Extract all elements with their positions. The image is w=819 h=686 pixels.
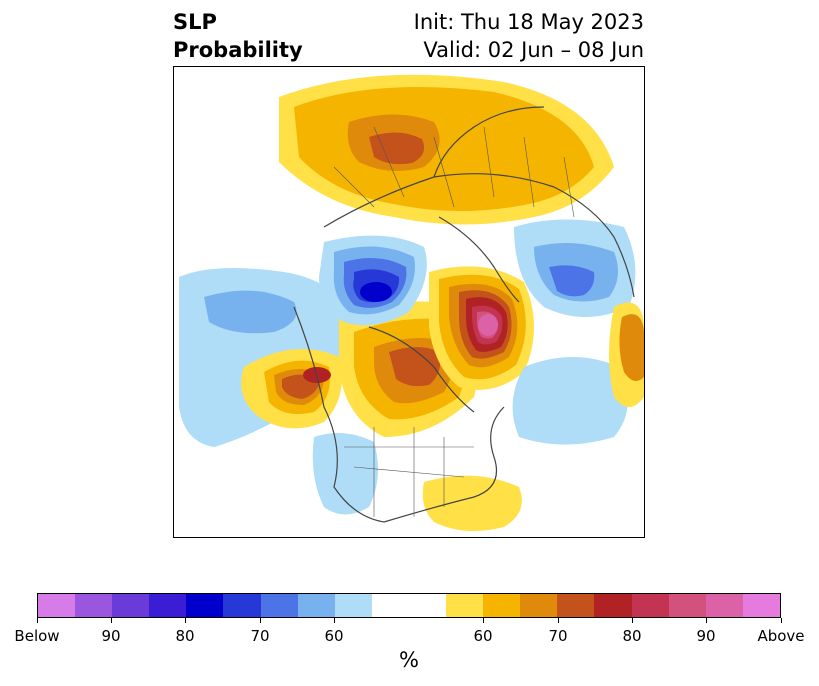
political-borders xyxy=(333,126,575,517)
colorbar-segment xyxy=(705,594,743,617)
anomaly-siberia-above xyxy=(279,74,614,225)
map-canvas xyxy=(174,67,644,537)
colorbar-segment xyxy=(260,594,298,617)
colorbar-segment xyxy=(668,594,706,617)
colorbar-tick-label: 70 xyxy=(250,627,270,645)
colorbar-segment xyxy=(483,594,521,617)
colorbar-tick-label: Below xyxy=(14,627,60,645)
anomaly-east-asia-below xyxy=(514,219,636,317)
colorbar-tick-label: 70 xyxy=(548,627,568,645)
anomaly-northeast-pacific-above xyxy=(241,349,342,429)
colorbar-segment xyxy=(38,594,76,617)
colorbar-tick-mark xyxy=(260,618,261,623)
anomaly-west-pacific-above xyxy=(609,302,644,407)
colorbar-segment xyxy=(408,594,447,617)
colorbar-tick-mark xyxy=(185,618,186,623)
colorbar xyxy=(37,593,781,618)
anomaly-southeast-us-above xyxy=(422,475,522,531)
colorbar-unit: % xyxy=(399,648,419,672)
colorbar-segment xyxy=(297,594,335,617)
date-info: Init: Thu 18 May 2023 Valid: 02 Jun – 08… xyxy=(414,8,644,64)
anomaly-barents-below xyxy=(319,235,427,326)
colorbar-tick-mark xyxy=(706,618,707,623)
colorbar-tick-label: 80 xyxy=(622,627,642,645)
colorbar-tick-label: Above xyxy=(757,627,805,645)
colorbar-segment xyxy=(112,594,150,617)
colorbar-tick-label: 90 xyxy=(696,627,716,645)
anomaly-baffin-greenland-above xyxy=(429,266,534,390)
colorbar-tick-label: 60 xyxy=(324,627,344,645)
colorbar-tick-label: 80 xyxy=(175,627,195,645)
map-title: SLP Probability xyxy=(173,8,303,64)
colorbar-segment xyxy=(631,594,669,617)
colorbar-segment xyxy=(742,594,780,617)
colorbar-segment xyxy=(334,594,372,617)
colorbar-tick-mark xyxy=(558,618,559,623)
colorbar-tick-mark xyxy=(111,618,112,623)
colorbar-segment xyxy=(557,594,595,617)
coastlines xyxy=(293,106,635,523)
colorbar-tick-mark xyxy=(483,618,484,623)
colorbar-tick-label: 90 xyxy=(101,627,121,645)
valid-range: Valid: 02 Jun – 08 Jun xyxy=(423,38,644,62)
anomaly-western-us-below xyxy=(312,433,378,515)
colorbar-segment xyxy=(594,594,632,617)
init-date: Init: Thu 18 May 2023 xyxy=(413,10,644,34)
colorbar-tick-mark xyxy=(632,618,633,623)
colorbar-tick-mark xyxy=(781,618,782,623)
colorbar-segment xyxy=(446,594,484,617)
probability-map xyxy=(173,66,645,538)
colorbar-tick-mark xyxy=(37,618,38,623)
colorbar-segment xyxy=(149,594,187,617)
colorbar-segment xyxy=(75,594,113,617)
anomaly-north-atlantic-below xyxy=(512,357,628,445)
title-line-1: SLP xyxy=(173,10,217,34)
title-line-2: Probability xyxy=(173,38,303,62)
colorbar-segment xyxy=(223,594,261,617)
colorbar-tick-mark xyxy=(334,618,335,623)
colorbar-segment xyxy=(186,594,224,617)
colorbar-segment xyxy=(371,594,409,617)
colorbar-tick-label: 60 xyxy=(473,627,493,645)
colorbar-segment xyxy=(520,594,558,617)
